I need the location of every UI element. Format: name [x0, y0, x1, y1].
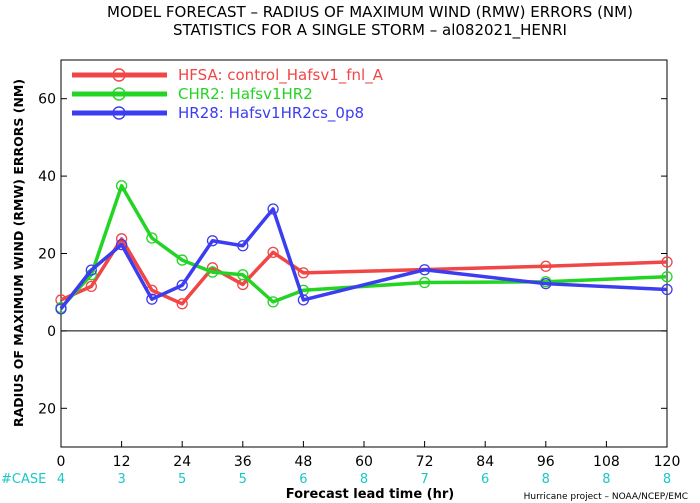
data-point: [237, 269, 249, 281]
x-tick-label: 36: [234, 454, 252, 470]
data-point: [540, 260, 552, 272]
data-point: [176, 254, 188, 266]
legend-marker: [112, 68, 126, 82]
case-count: 4: [57, 472, 65, 487]
series-0: [55, 233, 673, 310]
chart-title: MODEL FORECAST – RADIUS OF MAXIMUM WIND …: [107, 3, 633, 21]
case-count: 6: [481, 472, 489, 487]
data-point: [146, 293, 158, 305]
case-count: 5: [239, 472, 247, 487]
x-axis-label: Forecast lead time (hr): [286, 487, 454, 502]
data-point: [661, 271, 673, 283]
legend-label: HR28: Hafsv1HR2cs_0p8: [178, 104, 364, 123]
series-layer: [55, 180, 673, 315]
case-count: 3: [117, 472, 125, 487]
chart-subtitle: STATISTICS FOR A SINGLE STORM – al082021…: [173, 21, 567, 40]
case-count: 6: [299, 472, 307, 487]
case-count: 5: [178, 472, 186, 487]
data-point: [176, 298, 188, 310]
y-tick-label: 0: [47, 324, 56, 340]
x-tick-label: 48: [294, 454, 312, 470]
x-tick-label: 0: [57, 454, 66, 470]
y-tick-label: 20: [38, 401, 56, 417]
data-point: [115, 180, 128, 192]
x-tick-label: 60: [355, 454, 373, 470]
data-point: [661, 283, 673, 296]
x-tick-label: 72: [416, 454, 434, 470]
y-tick-label: 40: [38, 169, 56, 185]
data-point: [661, 256, 673, 268]
data-point: [267, 246, 279, 258]
case-count: 8: [663, 472, 671, 487]
x-tick-label: 84: [476, 454, 494, 470]
x-tick-label: 96: [537, 454, 555, 470]
data-point: [146, 232, 158, 244]
case-count: 8: [360, 472, 368, 487]
case-label: #CASE: [1, 472, 46, 487]
case-count: 8: [542, 472, 550, 487]
x-tick-label: 108: [593, 454, 620, 470]
data-point: [55, 303, 67, 315]
credit-text: Hurricane project – NOAA/NCEP/EMC: [524, 492, 688, 502]
data-point: [237, 240, 249, 252]
legend-marker: [112, 87, 126, 101]
x-tick-label: 120: [654, 454, 681, 470]
data-point: [115, 238, 128, 251]
data-point: [418, 264, 431, 276]
y-tick-label: 60: [38, 92, 56, 108]
data-point: [85, 264, 97, 276]
x-tick-label: 12: [113, 454, 131, 470]
data-point: [176, 279, 188, 291]
data-point: [267, 296, 279, 308]
legend-marker: [112, 106, 126, 120]
case-count: 8: [602, 472, 610, 487]
data-point: [85, 280, 97, 293]
data-point: [297, 267, 310, 279]
case-counts: 4 3 5 5 6 8 7 6 8 8 8: [57, 472, 671, 487]
data-point: [267, 203, 279, 215]
y-axis-ticks: 60 40 20 0 20: [38, 92, 667, 417]
legend-label: HFSA: control_Hafsv1_fnl_A: [178, 66, 384, 85]
x-axis-ticks: 0 12 24 36 48 60 72 84 96 108 120: [57, 441, 681, 470]
data-point: [540, 278, 552, 290]
series-2: [55, 203, 673, 315]
y-axis-label: RADIUS OF MAXIMUM WIND (RMW) ERRORS (NM): [11, 79, 26, 427]
y-tick-label: 20: [38, 247, 56, 263]
data-point: [206, 235, 219, 247]
data-point: [206, 266, 219, 278]
series-line: [59, 207, 668, 310]
data-point: [297, 294, 310, 306]
series-line: [59, 184, 668, 309]
case-count: 7: [420, 472, 428, 487]
legend-label: CHR2: Hafsv1HR2: [178, 85, 313, 103]
data-point: [418, 276, 431, 289]
x-tick-label: 24: [173, 454, 191, 470]
